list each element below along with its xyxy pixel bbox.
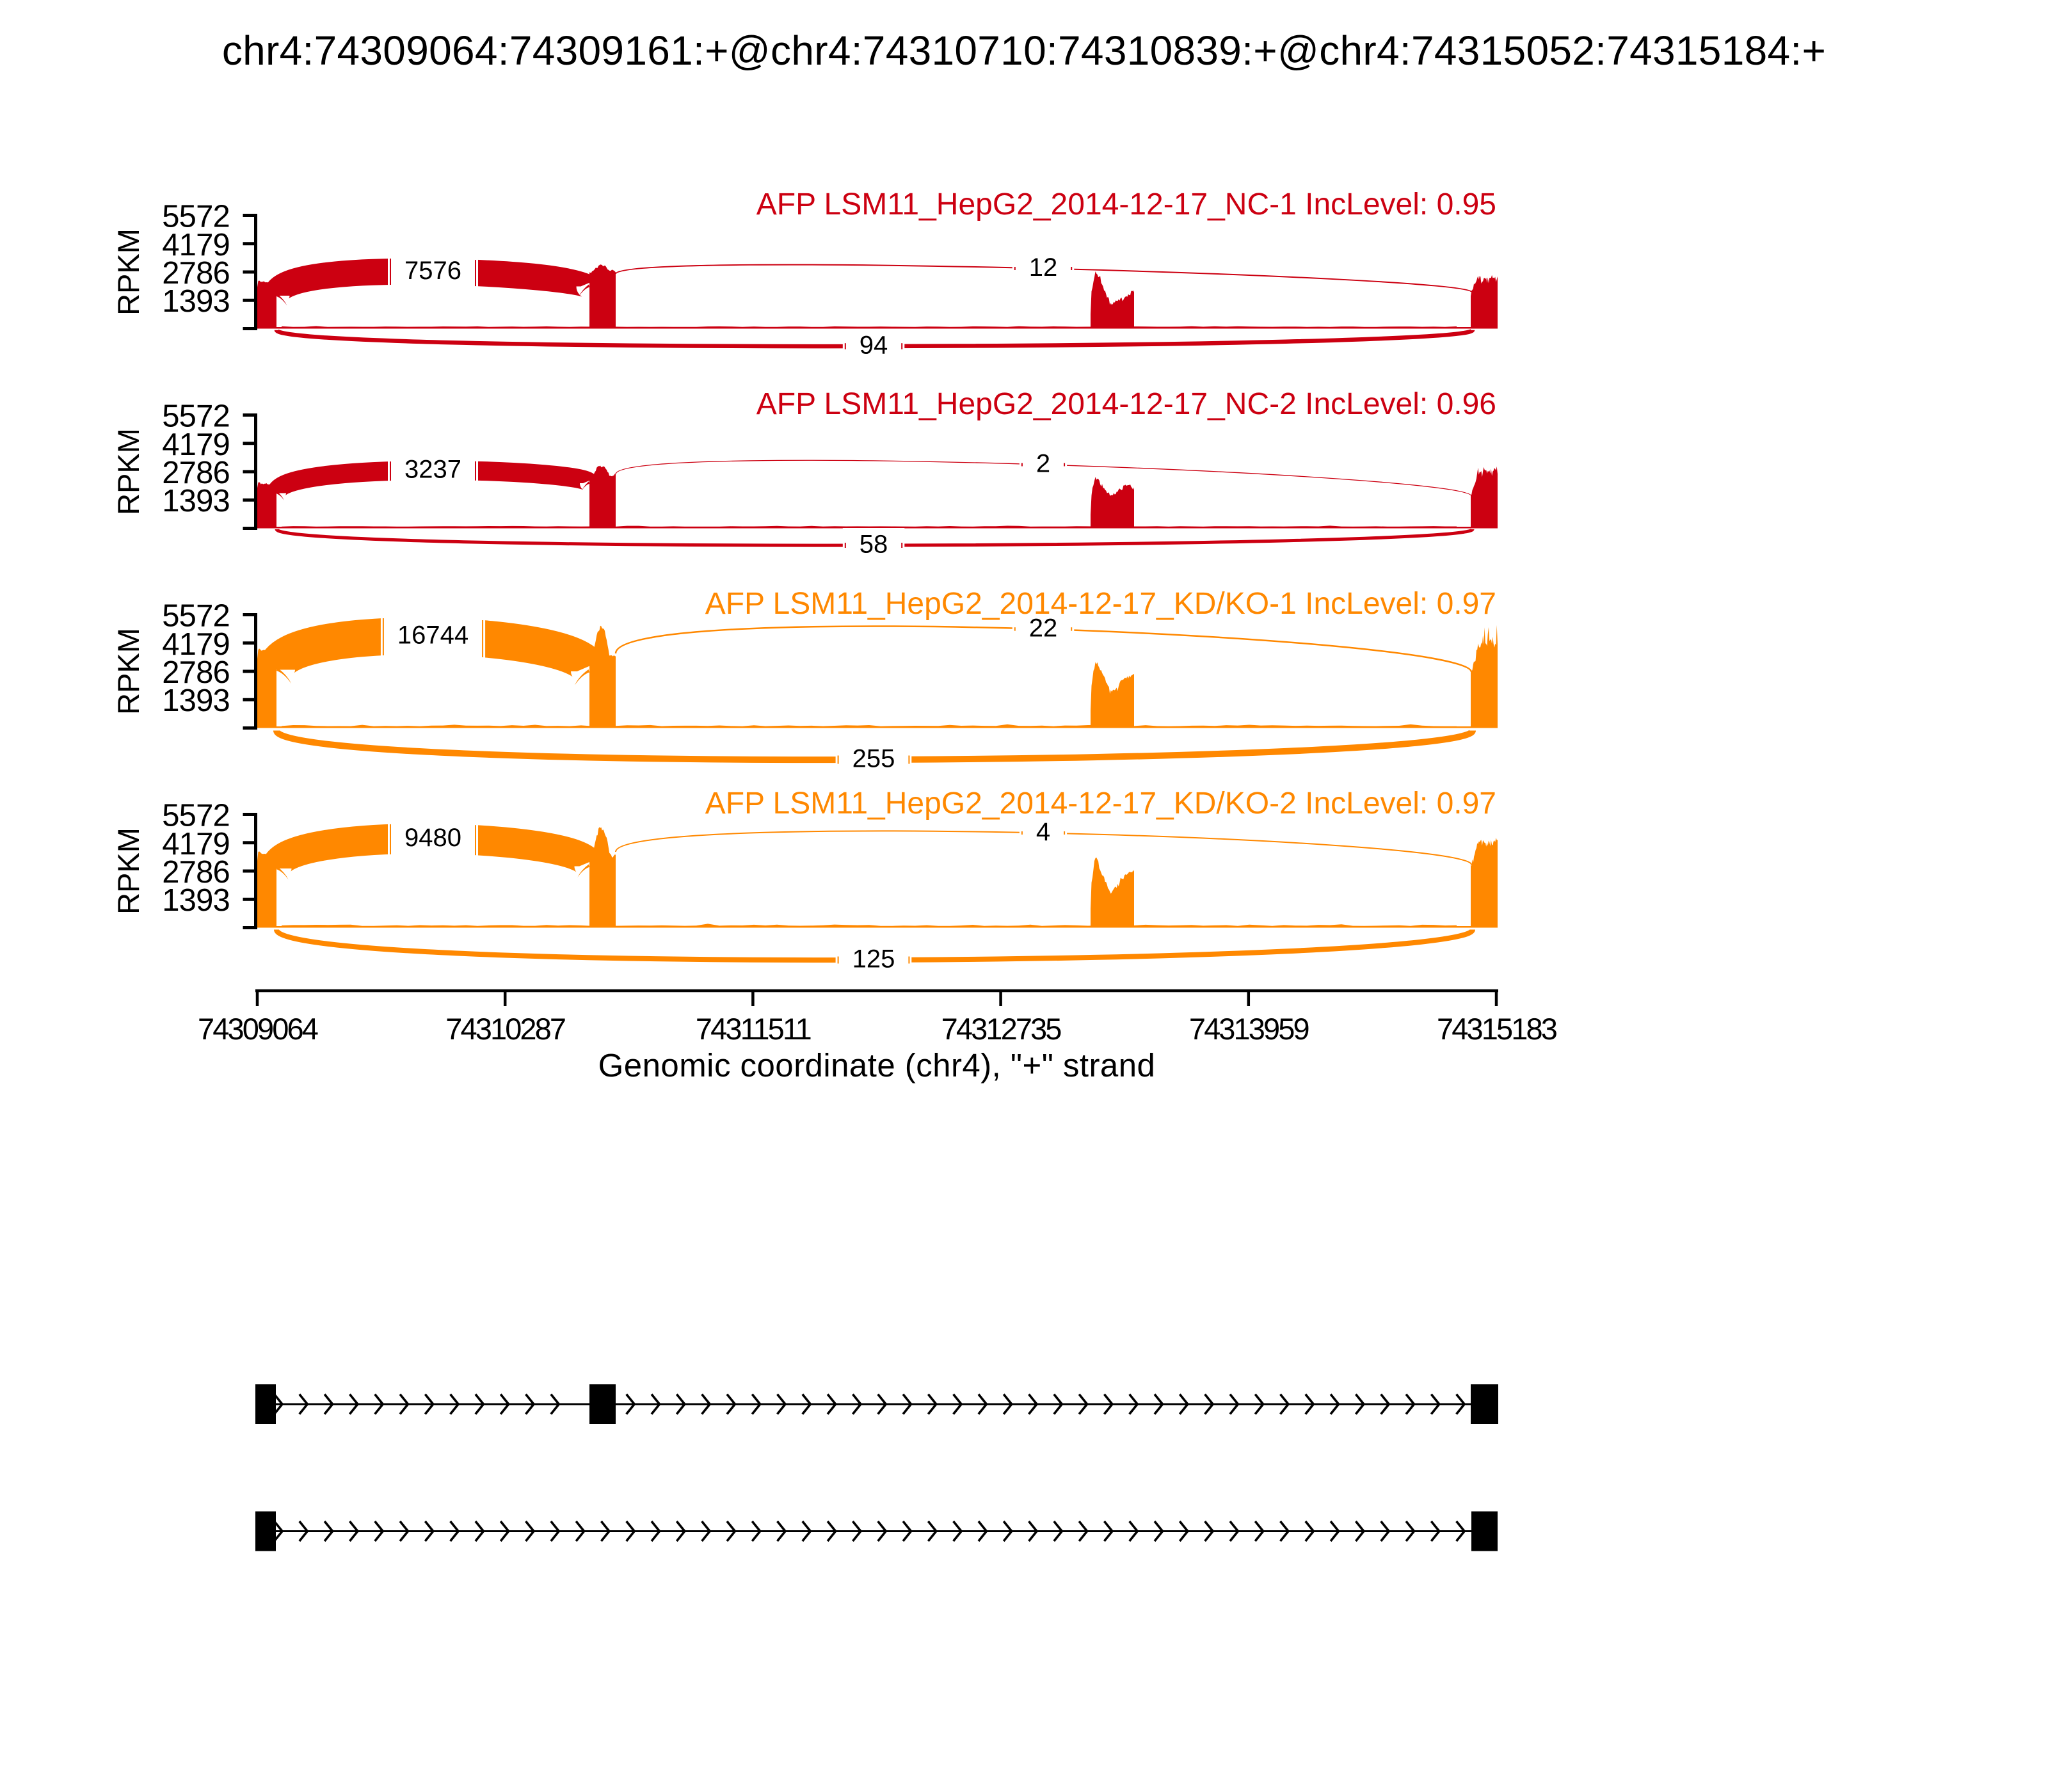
- svg-text:2786: 2786: [162, 855, 230, 890]
- svg-text:94: 94: [860, 332, 888, 360]
- svg-text:125: 125: [852, 945, 895, 973]
- svg-text:2: 2: [1036, 450, 1050, 478]
- svg-text:2786: 2786: [162, 456, 230, 490]
- svg-text:1393: 1393: [162, 484, 230, 518]
- svg-text:58: 58: [860, 531, 888, 559]
- svg-text:RPKM: RPKM: [111, 428, 145, 515]
- svg-text:74312735: 74312735: [941, 1012, 1062, 1046]
- svg-text:9480: 9480: [404, 824, 461, 852]
- svg-text:AFP LSM11_HepG2_2014-12-17_NC-: AFP LSM11_HepG2_2014-12-17_NC-2 IncLevel…: [756, 387, 1496, 421]
- svg-text:4179: 4179: [162, 627, 230, 662]
- svg-text:2786: 2786: [162, 256, 230, 291]
- svg-text:12: 12: [1029, 253, 1058, 282]
- svg-text:4179: 4179: [162, 428, 230, 462]
- svg-text:AFP LSM11_HepG2_2014-12-17_NC-: AFP LSM11_HepG2_2014-12-17_NC-1 IncLevel…: [756, 188, 1496, 221]
- svg-text:74310287: 74310287: [445, 1012, 565, 1046]
- svg-text:74315183: 74315183: [1437, 1012, 1557, 1046]
- svg-text:3237: 3237: [404, 456, 461, 484]
- svg-text:RPKM: RPKM: [111, 228, 145, 316]
- svg-text:74309064: 74309064: [198, 1012, 318, 1046]
- svg-text:4179: 4179: [162, 827, 230, 861]
- svg-text:RPKM: RPKM: [111, 828, 145, 915]
- svg-text:RPKM: RPKM: [111, 628, 145, 715]
- svg-text:4: 4: [1036, 818, 1050, 846]
- svg-text:AFP LSM11_HepG2_2014-12-17_KD/: AFP LSM11_HepG2_2014-12-17_KD/KO-2 IncLe…: [705, 787, 1496, 820]
- svg-text:74313959: 74313959: [1189, 1012, 1309, 1046]
- svg-text:74311511: 74311511: [696, 1012, 811, 1046]
- svg-text:5572: 5572: [162, 200, 230, 234]
- svg-text:5572: 5572: [162, 799, 230, 833]
- svg-text:5572: 5572: [162, 599, 230, 634]
- svg-text:16744: 16744: [397, 621, 468, 650]
- svg-text:1393: 1393: [162, 883, 230, 918]
- svg-text:5572: 5572: [162, 399, 230, 434]
- svg-text:255: 255: [852, 745, 895, 773]
- svg-text:1393: 1393: [162, 684, 230, 718]
- svg-text:4179: 4179: [162, 228, 230, 262]
- svg-text:Genomic coordinate (chr4), "+": Genomic coordinate (chr4), "+" strand: [598, 1047, 1156, 1084]
- svg-text:7576: 7576: [404, 257, 461, 285]
- svg-text:2786: 2786: [162, 655, 230, 690]
- svg-text:1393: 1393: [162, 284, 230, 319]
- svg-text:AFP LSM11_HepG2_2014-12-17_KD/: AFP LSM11_HepG2_2014-12-17_KD/KO-1 IncLe…: [705, 587, 1496, 621]
- svg-text:chr4:74309064:74309161:+@chr4:: chr4:74309064:74309161:+@chr4:74310710:7…: [222, 28, 1826, 74]
- svg-text:22: 22: [1029, 614, 1058, 643]
